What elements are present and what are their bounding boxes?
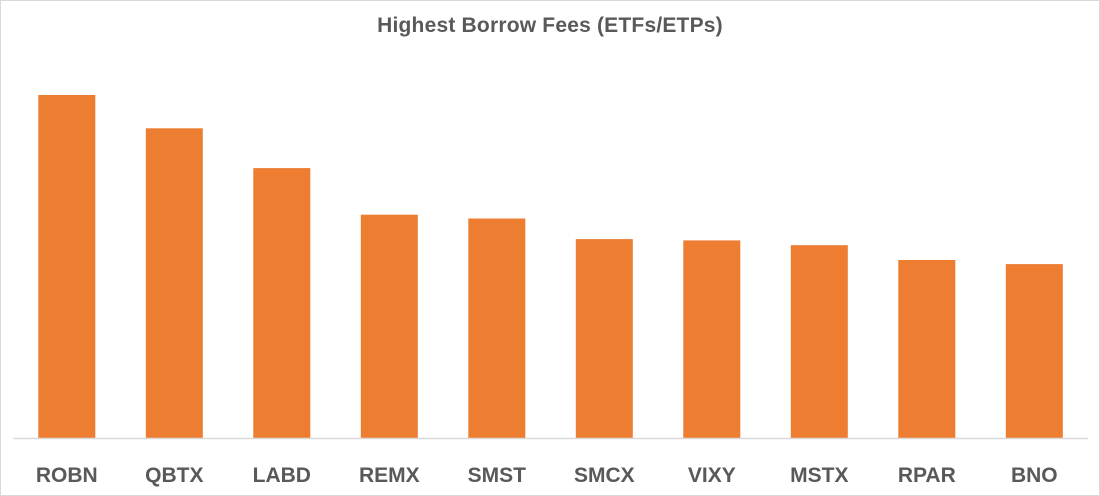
x-tick-label-labd: LABD [253,464,311,487]
bar-labd [253,168,311,438]
bar-mstx [790,245,848,438]
x-tick-label-qbtx: QBTX [145,464,203,487]
x-tick-label-smcx: SMCX [574,464,635,487]
bar-smst [468,218,526,438]
chart-title: Highest Borrow Fees (ETFs/ETPs) [377,14,723,37]
x-tick-label-bno: BNO [1011,464,1058,487]
x-tick-label-rpar: RPAR [898,464,956,487]
bar-smcx [575,239,633,438]
bar-robn [38,95,96,438]
bar-series [38,95,1063,439]
bar-qbtx [145,128,203,439]
x-tick-label-remx: REMX [359,464,420,487]
bar-vixy [683,240,741,438]
bar-rpar [898,260,956,438]
x-tick-label-mstx: MSTX [790,464,848,487]
x-tick-label-smst: SMST [468,464,527,487]
x-tick-label-robn: ROBN [36,464,98,487]
bar-remx [360,214,418,438]
x-axis-tick-labels: ROBN QBTX LABD REMX SMST SMCX VIXY MSTX RPAR BNO [36,464,1058,487]
x-tick-label-vixy: VIXY [688,464,736,487]
bar-bno [1005,264,1063,438]
